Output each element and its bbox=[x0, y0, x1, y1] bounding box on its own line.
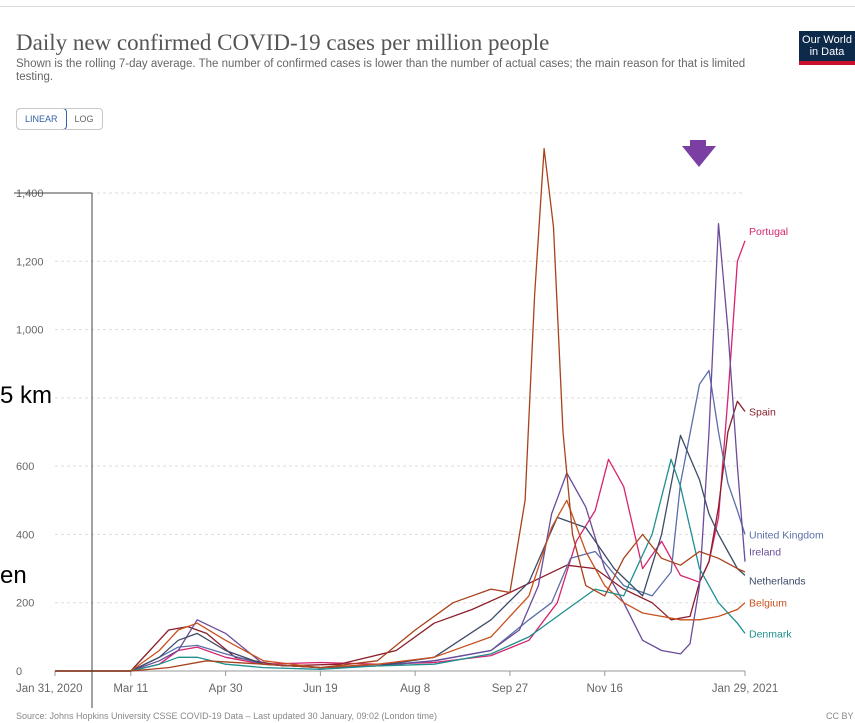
series-labels: Portugal Spain United Kingdom Ireland Nether… bbox=[749, 226, 824, 641]
series-label-portugal[interactable]: Portugal bbox=[749, 226, 788, 238]
y-tick-label: 0 bbox=[16, 666, 22, 678]
overlay-km-text: 5 km bbox=[0, 382, 53, 410]
series-label-ireland[interactable]: Ireland bbox=[749, 547, 781, 559]
x-tick-label: Mar 11 bbox=[113, 683, 148, 695]
x-tick-label: Sep 27 bbox=[492, 683, 528, 695]
logo-line-1: Our World bbox=[802, 34, 852, 46]
series-line-spain[interactable] bbox=[55, 400, 746, 672]
logo-line-2: in Data bbox=[809, 46, 845, 58]
y-tick-label: 200 bbox=[16, 598, 34, 610]
source-note: Source: Johns Hopkins University CSSE CO… bbox=[16, 711, 438, 721]
series-label-belgium[interactable]: Belgium bbox=[749, 598, 787, 610]
y-tick-label: 1,400 bbox=[16, 188, 44, 200]
y-tick-label: 1,000 bbox=[16, 325, 44, 337]
y-tick-label: 1,200 bbox=[16, 256, 44, 268]
x-tick-label: Jan 29, 2021 bbox=[712, 683, 779, 695]
series-label-spain[interactable]: Spain bbox=[749, 407, 776, 419]
series-line-czechia[interactable] bbox=[55, 147, 746, 672]
x-axis-ticks: Jan 31, 2020 Mar 11 Apr 30 Jun 19 Aug 8 Sep 2… bbox=[16, 671, 778, 695]
chart-title: Daily new confirmed COVID-19 cases per m… bbox=[16, 30, 550, 55]
x-tick-label: Jun 19 bbox=[303, 683, 338, 695]
license-link[interactable]: CC BY bbox=[826, 711, 854, 721]
x-tick-label: Jan 31, 2020 bbox=[16, 683, 83, 695]
y-tick-label: 400 bbox=[16, 529, 34, 541]
series-line-united-kingdom[interactable] bbox=[55, 369, 746, 672]
owid-logo[interactable]: Our World in Data bbox=[799, 31, 855, 65]
series-label-united-kingdom[interactable]: United Kingdom bbox=[749, 529, 824, 541]
overlay-en-text: en bbox=[0, 562, 27, 589]
x-tick-label: Apr 30 bbox=[209, 683, 243, 695]
purple-arrow-icon bbox=[682, 140, 716, 167]
series-line-belgium[interactable] bbox=[55, 499, 746, 672]
logo-red-bar bbox=[799, 61, 855, 65]
series-lines bbox=[55, 147, 746, 672]
series-line-portugal[interactable] bbox=[55, 240, 746, 672]
x-tick-label: Aug 8 bbox=[400, 683, 430, 695]
series-line-netherlands[interactable] bbox=[55, 434, 746, 672]
linear-scale-button[interactable]: LINEAR bbox=[16, 109, 67, 129]
x-tick-label: Nov 16 bbox=[587, 683, 623, 695]
series-label-netherlands[interactable]: Netherlands bbox=[749, 575, 806, 587]
series-line-denmark[interactable] bbox=[55, 458, 746, 672]
log-scale-button[interactable]: LOG bbox=[74, 114, 94, 124]
series-label-denmark[interactable]: Denmark bbox=[749, 628, 792, 640]
y-tick-label: 600 bbox=[16, 461, 34, 473]
gridlines bbox=[55, 192, 745, 672]
series-line-ireland[interactable] bbox=[55, 223, 746, 672]
top-border bbox=[0, 0, 855, 7]
scale-toggle[interactable]: LINEAR LOG bbox=[16, 108, 103, 130]
chart-subtitle: Shown is the rolling 7-day average. The … bbox=[16, 58, 746, 83]
